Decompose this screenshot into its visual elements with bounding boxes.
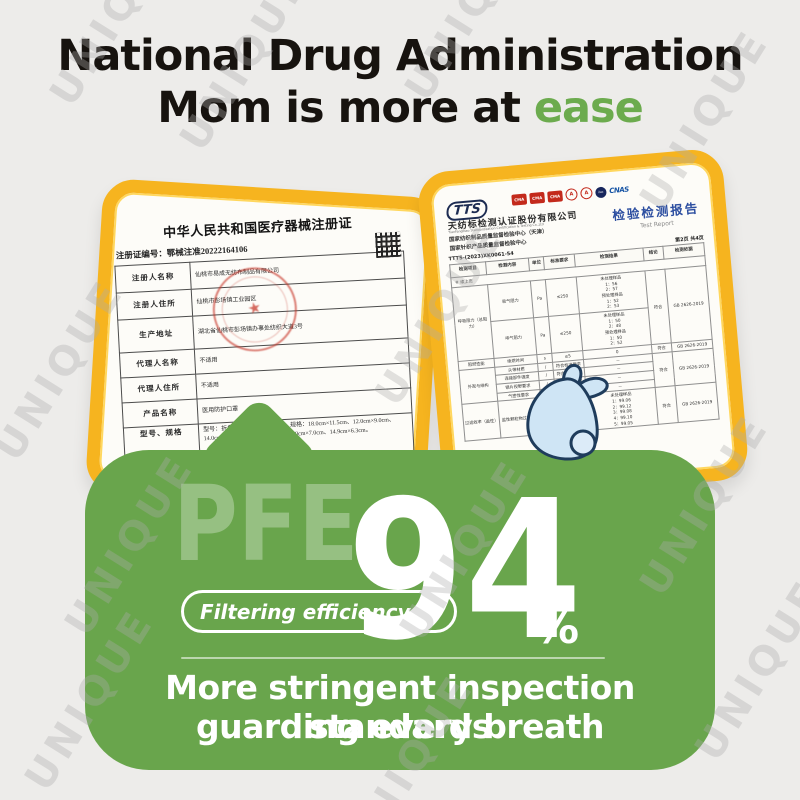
table-cell: 吸气阻力 (487, 280, 534, 322)
table-cell: GB 2626-2019 (672, 347, 716, 387)
cma-badge-icon: CMA (547, 189, 564, 203)
cma-badge-icon: CMA (529, 191, 546, 204)
cma-badge-icon: CMA (511, 192, 528, 206)
headline-line2: Mom is more at ease (0, 82, 800, 134)
bunny-tail (569, 429, 597, 457)
round-badge-icon: A (564, 188, 578, 202)
table-cell: 呼气阻力 (490, 317, 537, 359)
filtering-efficiency-pill: Filtering efficiency ≫ (181, 590, 458, 633)
table-cell: 外观与结构 (458, 367, 498, 405)
ilac-mra-badge-icon: ilac (594, 185, 607, 198)
qr-code-icon (375, 231, 402, 258)
banner-tagline-line1: More stringent inspection standards (165, 668, 635, 746)
pfe-banner: PFE 94 % Filtering efficiency ≫ More str… (85, 450, 715, 770)
headline-highlight: ease (533, 83, 644, 134)
table-cell: GB 2626-2019 (665, 265, 713, 343)
banner-divider (181, 657, 605, 659)
headline-line1: National Drug Administration (57, 31, 743, 81)
table-cell: 注册人住所 (116, 289, 193, 321)
percent-sign: % (533, 600, 580, 654)
headline-line2-prefix: Mom is more at (157, 83, 534, 134)
cnas-badge-icon: CNAS (609, 185, 630, 196)
banner-tagline-line2: guarding every breath (195, 707, 605, 746)
table-cell: ≤250 (545, 276, 580, 317)
round-badge-icon: A (579, 186, 593, 200)
report-title-block: 检验检测报告 Test Report (612, 197, 701, 231)
stamp-star-icon: ★ (246, 299, 264, 319)
bunny-mascot-icon (526, 363, 609, 461)
table-cell: 未处理样品 1：50 2：48 预处理样品 1：50 2：52 (579, 307, 652, 351)
pfe-value: 94 (347, 460, 583, 683)
headline: National Drug Administration Mom is more… (0, 30, 800, 135)
pfe-label: PFE (173, 463, 359, 585)
table-cell: 过滤效率（盐性） (461, 401, 501, 442)
table-cell: GB 2626-2019 (675, 382, 720, 424)
table-cell: 未处理样品 1：56 2：57 预处理样品 1：52 2：53 (576, 270, 648, 314)
accreditation-badges: CMA CMA CMA A A ilac CNAS (511, 184, 629, 206)
table-cell: 生产地址 (117, 316, 195, 354)
table-cell: ≤250 (548, 313, 583, 354)
table-cell: 注册人名称 (114, 262, 192, 294)
